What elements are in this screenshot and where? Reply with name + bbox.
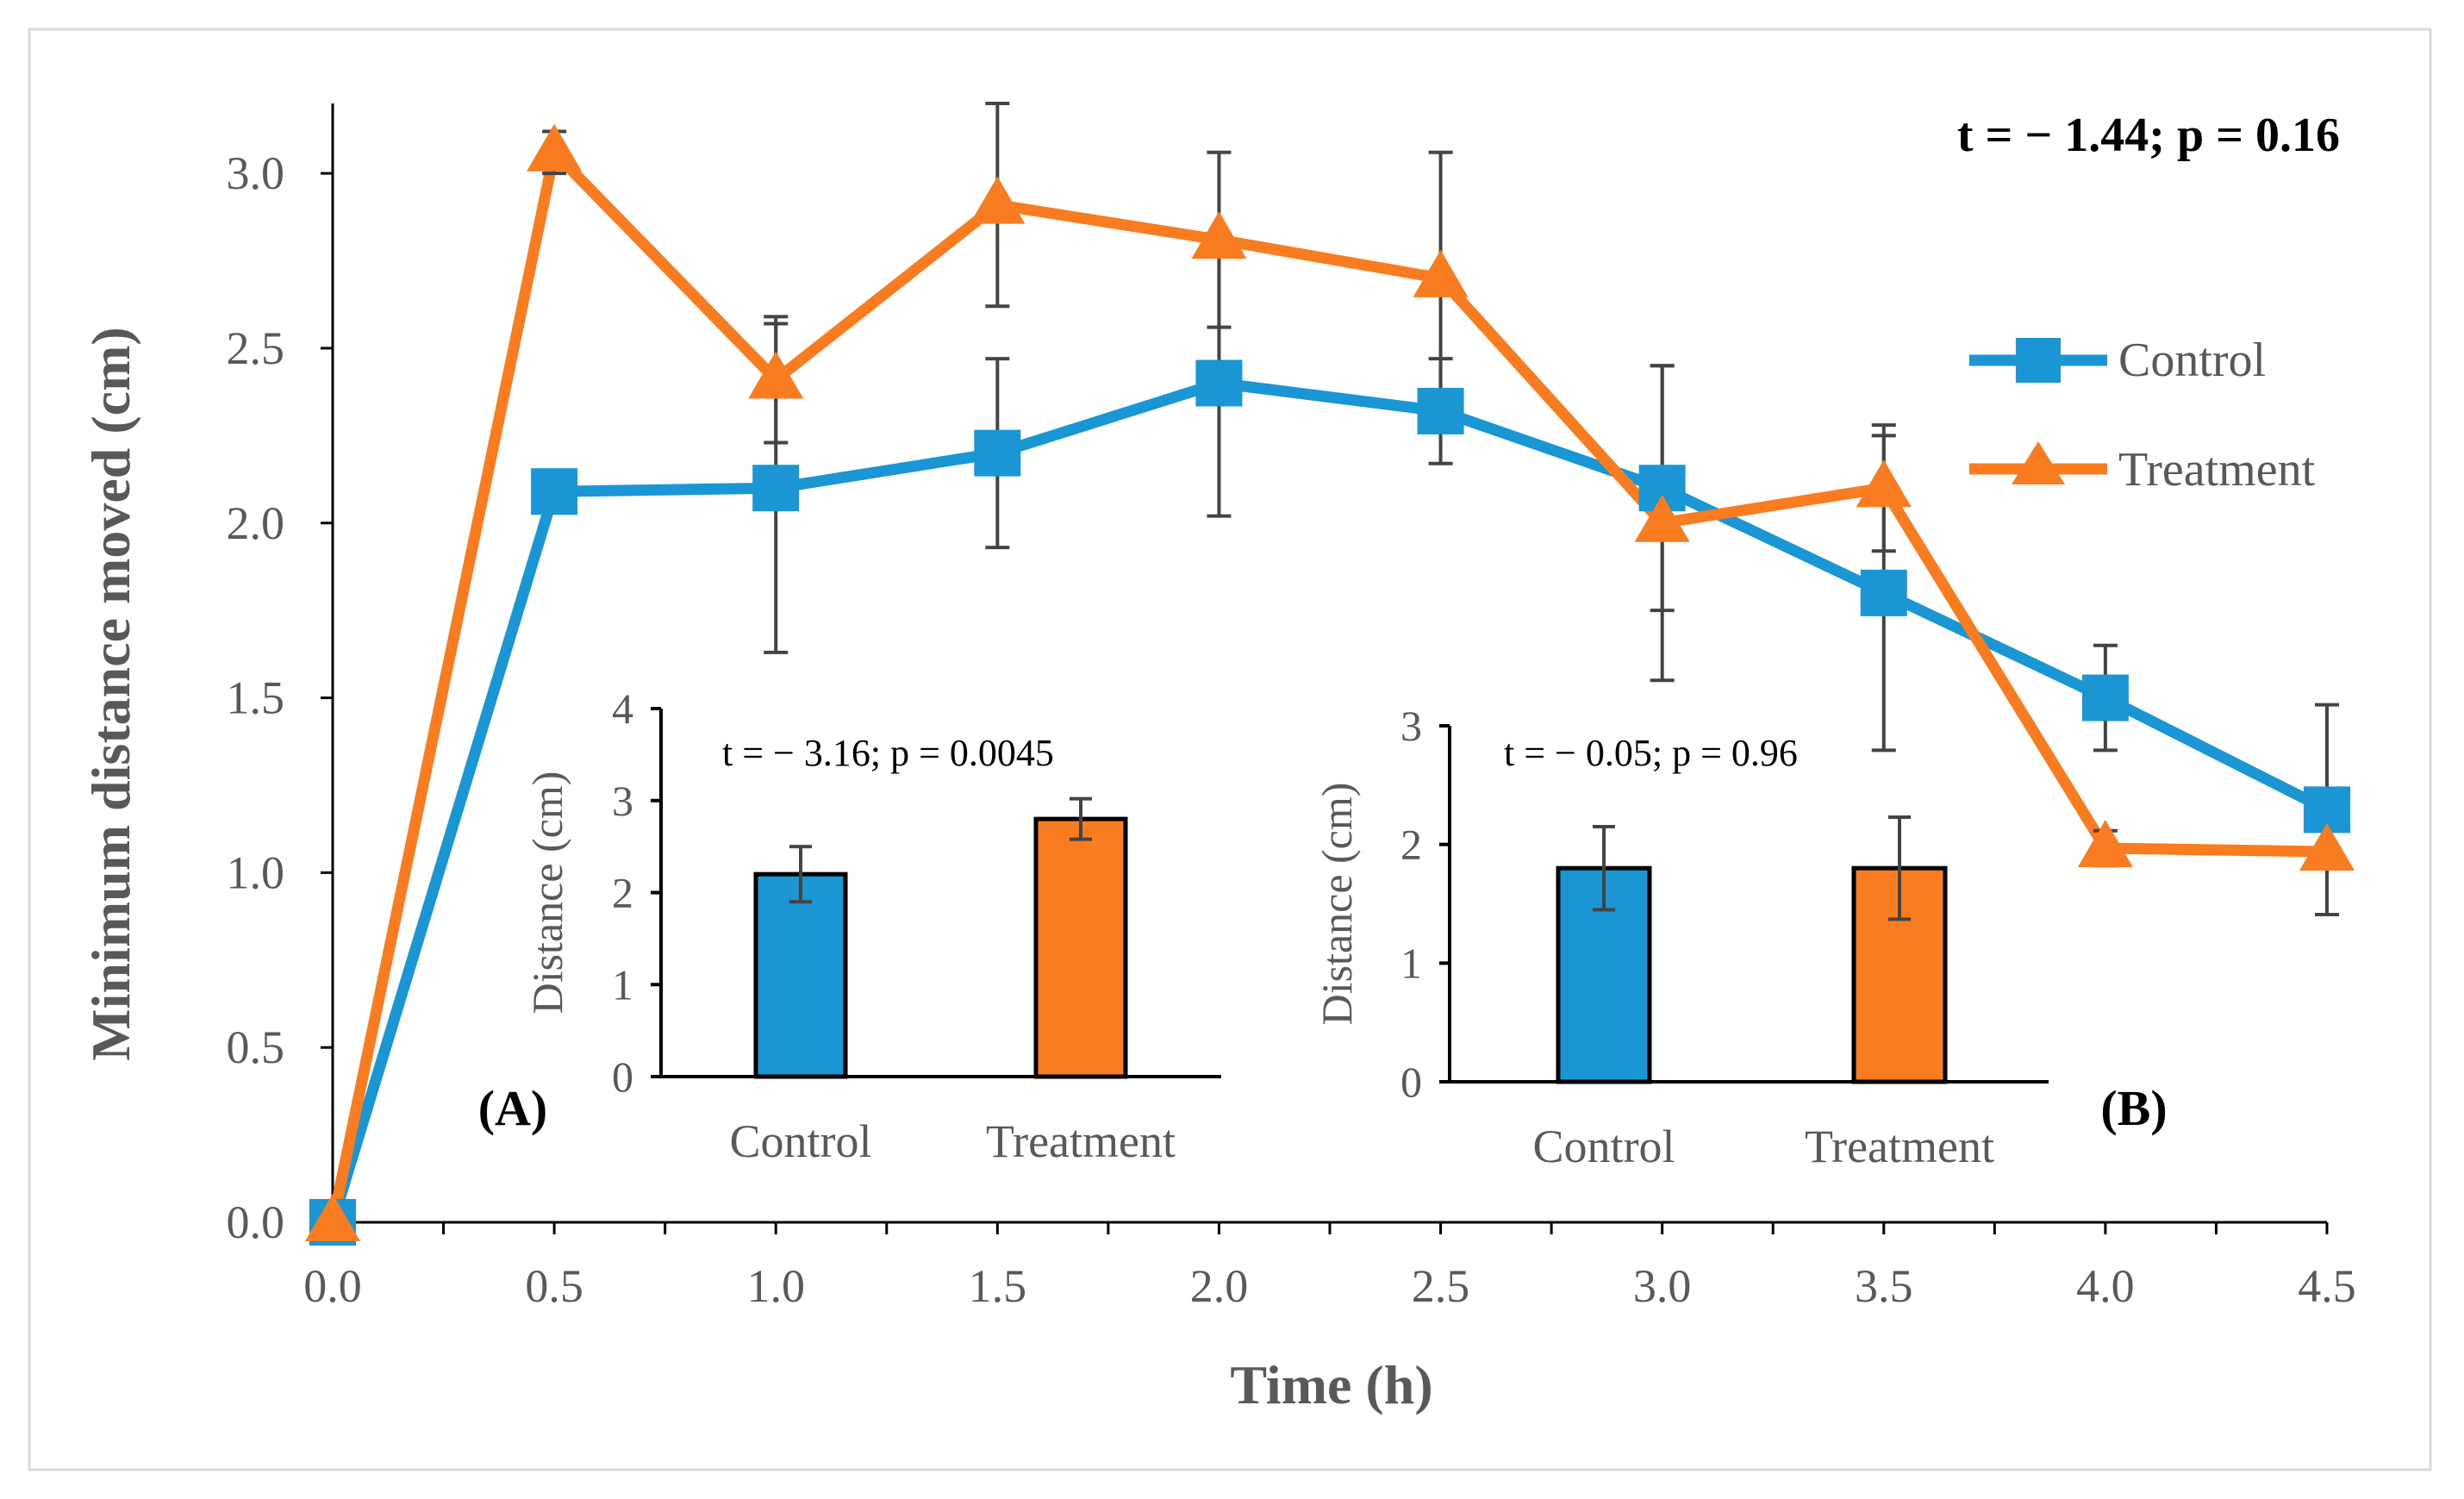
x-axis-title: Time (h) — [1230, 1354, 1432, 1415]
x-tick-label: 1.5 — [969, 1260, 1027, 1312]
y-tick-label: 0.5 — [227, 1021, 285, 1073]
x-tick-label: 3.0 — [1633, 1260, 1692, 1312]
inset-a-y-tick-label: 2 — [612, 869, 633, 917]
inset-b-layer: 0 1 2 3 Control Treatment Distance (cm) t = − 0… — [1313, 702, 2168, 1172]
inset-a-bar-treatment — [1033, 816, 1128, 1079]
y-tick-label: 1.5 — [227, 672, 285, 724]
inset-a-category-label: Treatment — [986, 1115, 1176, 1167]
inset-a-panel-label: (A) — [478, 1080, 548, 1136]
treatment-point — [2077, 819, 2133, 867]
x-tick-label: 4.0 — [2076, 1260, 2135, 1312]
treatment-point — [1634, 494, 1690, 542]
inset-a-bar-control — [753, 871, 848, 1079]
treatment-point — [527, 123, 583, 172]
inset-b-category-label: Treatment — [1805, 1121, 1994, 1172]
legend: Control Treatment — [1969, 334, 2316, 497]
inset-b-y-tick-label: 3 — [1400, 702, 1422, 750]
x-tick-label: 0.5 — [525, 1260, 583, 1312]
y-tick-label: 3.0 — [227, 147, 285, 199]
main-annotation: t = − 1.44; p = 0.16 — [1957, 109, 2340, 162]
control-point — [2081, 674, 2129, 721]
treatment-point — [305, 1194, 360, 1241]
y-tick-label: 0.0 — [227, 1196, 285, 1248]
treatment-point — [1191, 211, 1247, 259]
x-tick-label: 3.5 — [1855, 1260, 1913, 1312]
inset-a-layer: 0 1 2 3 4 Control Treatment Distance (cm) t = − … — [478, 684, 1221, 1167]
control-series-line — [327, 378, 2330, 1224]
control-point — [531, 468, 578, 515]
treatment-point — [1413, 249, 1469, 297]
inset-a-annotation: t = − 3.16; p = 0.0045 — [722, 732, 1054, 774]
y-axis-title: Minimum distance moved (cm) — [80, 327, 141, 1060]
inset-b-y-tick-label: 1 — [1400, 939, 1422, 987]
legend-control-marker — [2016, 338, 2061, 383]
control-point — [1860, 569, 1907, 616]
control-point — [1195, 359, 1243, 407]
y-tick-label: 1.0 — [227, 846, 285, 898]
x-tick-label: 1.0 — [746, 1260, 805, 1312]
treatment-point — [970, 176, 1026, 224]
treatment-point — [1856, 459, 1912, 508]
x-tick-label: 2.5 — [1412, 1260, 1470, 1312]
inset-b-y-axis-title: Distance (cm) — [1313, 783, 1361, 1026]
x-tick-label: 4.5 — [2298, 1260, 2356, 1312]
inset-b-annotation: t = − 0.05; p = 0.96 — [1504, 732, 1798, 774]
inset-b-y-tick-label: 0 — [1400, 1058, 1422, 1106]
inset-a-y-tick-label: 1 — [612, 960, 633, 1009]
x-tick-label: 2.0 — [1190, 1260, 1249, 1312]
y-tick-label: 2.0 — [227, 497, 285, 549]
legend-treatment-label: Treatment — [2118, 443, 2316, 497]
inset-b-category-label: Control — [1532, 1121, 1675, 1172]
legend-control-label: Control — [2118, 334, 2266, 387]
treatment-point — [2299, 823, 2355, 871]
control-point — [1417, 387, 1464, 434]
inset-b-panel-label: (B) — [2100, 1080, 2167, 1136]
inset-b-y-tick-label: 2 — [1400, 821, 1422, 869]
main-axes-layer: 0.0 0.5 1.0 1.5 2.0 2.5 3.0 0.0 0.5 1.0 1.5 2.0 2.5 3… — [227, 103, 2356, 1312]
inset-a-y-tick-label: 3 — [612, 777, 633, 825]
x-tick-label: 0.0 — [303, 1260, 362, 1312]
legend-treatment-marker — [2012, 441, 2065, 484]
control-point — [752, 465, 800, 512]
main-series-layer — [305, 102, 2355, 1246]
inset-a-y-tick-label: 4 — [612, 684, 633, 733]
inset-a-y-axis-title: Distance (cm) — [523, 771, 571, 1015]
y-tick-label: 2.5 — [227, 322, 285, 374]
inset-a-y-tick-label: 0 — [612, 1052, 633, 1101]
treatment-point — [748, 351, 804, 399]
main-text-layer: t = − 1.44; p = 0.16 Time (h) Minimum di… — [80, 109, 2340, 1415]
control-point — [974, 429, 1021, 477]
inset-a-category-label: Control — [729, 1115, 871, 1167]
treatment-series-line — [327, 147, 2328, 1224]
